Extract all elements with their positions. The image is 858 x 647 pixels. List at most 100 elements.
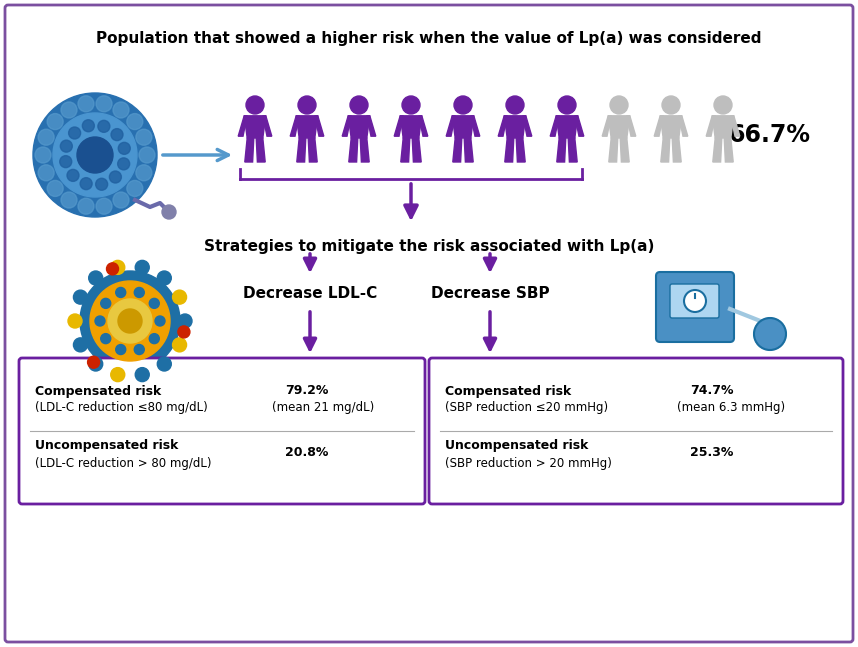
Circle shape [106,263,118,275]
Circle shape [246,96,264,114]
Circle shape [47,181,63,197]
Circle shape [69,127,81,139]
Polygon shape [464,138,474,162]
Text: Compensated risk: Compensated risk [35,384,161,397]
Circle shape [35,147,51,163]
Circle shape [80,178,92,190]
Circle shape [134,287,144,298]
Circle shape [172,338,186,352]
Circle shape [662,96,680,114]
Text: 74.7%: 74.7% [690,384,734,397]
Text: Strategies to mitigate the risk associated with Lp(a): Strategies to mitigate the risk associat… [204,239,654,254]
Circle shape [155,316,165,326]
Polygon shape [360,138,369,162]
Circle shape [298,96,316,114]
FancyBboxPatch shape [19,358,425,504]
Text: 20.8%: 20.8% [285,446,329,459]
Polygon shape [568,138,577,162]
Circle shape [38,165,54,181]
Circle shape [96,96,112,112]
FancyBboxPatch shape [5,5,853,642]
Circle shape [714,96,732,114]
Circle shape [558,96,576,114]
Circle shape [68,314,82,328]
Circle shape [88,271,103,285]
Circle shape [118,158,130,170]
Polygon shape [471,116,480,137]
Circle shape [96,198,112,214]
Circle shape [127,114,142,129]
Circle shape [162,205,176,219]
Polygon shape [367,116,376,137]
Polygon shape [290,116,299,137]
Text: Population that showed a higher risk when the value of Lp(a) was considered: Population that showed a higher risk whe… [96,30,762,45]
Text: Uncompensated risk: Uncompensated risk [35,439,178,452]
Circle shape [38,129,54,145]
Polygon shape [453,138,462,162]
Circle shape [116,345,126,355]
Circle shape [113,102,129,118]
Polygon shape [724,138,734,162]
Polygon shape [349,138,358,162]
Circle shape [136,367,149,382]
Circle shape [149,298,160,309]
Circle shape [61,192,77,208]
Polygon shape [446,116,456,137]
Polygon shape [297,138,305,162]
Polygon shape [498,116,507,137]
Circle shape [60,156,72,168]
Polygon shape [672,138,681,162]
FancyBboxPatch shape [670,284,719,318]
Polygon shape [679,116,688,137]
Circle shape [506,96,524,114]
Polygon shape [731,116,740,137]
Circle shape [350,96,368,114]
Polygon shape [315,116,323,137]
Text: 66.7%: 66.7% [729,123,811,147]
Circle shape [136,129,152,145]
Circle shape [111,367,124,382]
Text: (LDL-C reduction > 80 mg/dL): (LDL-C reduction > 80 mg/dL) [35,457,212,470]
Circle shape [116,287,126,298]
Circle shape [111,260,124,274]
Circle shape [95,179,107,190]
Polygon shape [556,116,577,138]
Circle shape [100,334,111,344]
Polygon shape [654,116,663,137]
Circle shape [139,147,155,163]
Circle shape [80,271,180,371]
Circle shape [95,316,105,326]
Circle shape [402,96,420,114]
Polygon shape [660,116,682,138]
Circle shape [118,142,130,155]
Circle shape [90,281,170,361]
Polygon shape [608,116,630,138]
Polygon shape [620,138,629,162]
Circle shape [60,140,72,152]
Polygon shape [394,116,403,137]
Circle shape [610,96,628,114]
Circle shape [47,114,63,129]
Polygon shape [712,116,734,138]
Circle shape [78,96,94,112]
Text: Compensated risk: Compensated risk [445,384,571,397]
Circle shape [53,113,137,197]
Circle shape [454,96,472,114]
Circle shape [172,290,186,304]
Circle shape [136,165,152,181]
Circle shape [157,271,172,285]
Circle shape [118,309,142,333]
Text: (LDL-C reduction ≤80 mg/dL): (LDL-C reduction ≤80 mg/dL) [35,402,208,415]
Text: Decrease SBP: Decrease SBP [431,287,549,302]
Circle shape [108,299,152,343]
Circle shape [100,298,111,309]
Text: (mean 21 mg/dL): (mean 21 mg/dL) [272,402,374,415]
Circle shape [127,181,142,197]
Polygon shape [706,116,716,137]
Polygon shape [342,116,351,137]
Circle shape [178,326,190,338]
Polygon shape [296,116,317,138]
Polygon shape [575,116,583,137]
Polygon shape [609,138,618,162]
Text: (SBP reduction > 20 mmHg): (SBP reduction > 20 mmHg) [445,457,612,470]
